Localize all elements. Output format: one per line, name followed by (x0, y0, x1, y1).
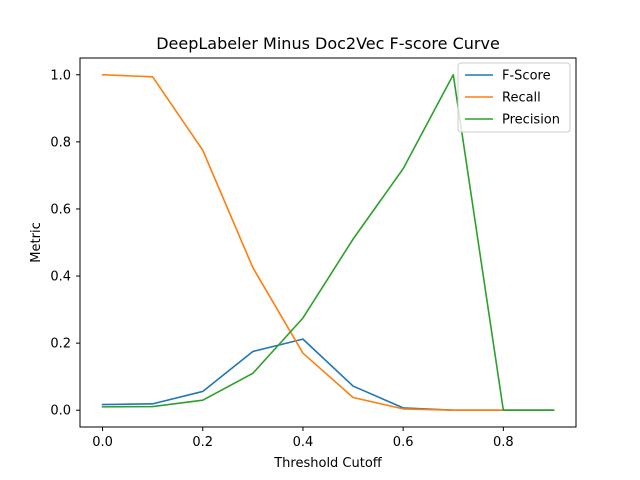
legend-label-precision: Precision (502, 113, 560, 128)
legend-box (457, 62, 571, 133)
axes-frame (79, 57, 577, 428)
y-tick-label: 0.2 (50, 337, 71, 352)
y-axis-ticks: 0.0 0.2 0.4 0.6 0.8 1.0 (50, 68, 80, 419)
y-tick-label: 1.0 (50, 68, 71, 83)
series-line-precision (101, 73, 555, 412)
x-axis-ticks: 0.0 0.2 0.4 0.6 0.8 (92, 427, 514, 450)
series-line-recall (101, 73, 555, 412)
y-tick-label: 0.4 (50, 270, 71, 285)
legend-label-recall: Recall (502, 91, 541, 106)
x-tick-label: 0.6 (393, 435, 414, 450)
x-tick-label: 0.0 (92, 435, 113, 450)
x-tick-label: 0.8 (493, 435, 514, 450)
chart-title: DeepLabeler Minus Doc2Vec F-score Curve (156, 34, 500, 53)
legend: F-Score Recall Precision (457, 62, 571, 133)
x-tick-label: 0.4 (293, 435, 314, 450)
legend-label-f-score: F-Score (502, 69, 551, 84)
plot-area: 0.0 0.2 0.4 0.6 0.8 0.0 0.2 0.4 0.6 0.8 1.0 (50, 57, 577, 450)
y-tick-label: 0.8 (50, 135, 71, 150)
y-tick-label: 0.6 (50, 202, 71, 217)
x-axis-label: Threshold Cutoff (273, 456, 383, 471)
series-layer (101, 73, 555, 412)
y-tick-label: 0.0 (50, 404, 71, 419)
y-axis-label: Metric (29, 222, 44, 262)
x-tick-label: 0.2 (192, 435, 213, 450)
